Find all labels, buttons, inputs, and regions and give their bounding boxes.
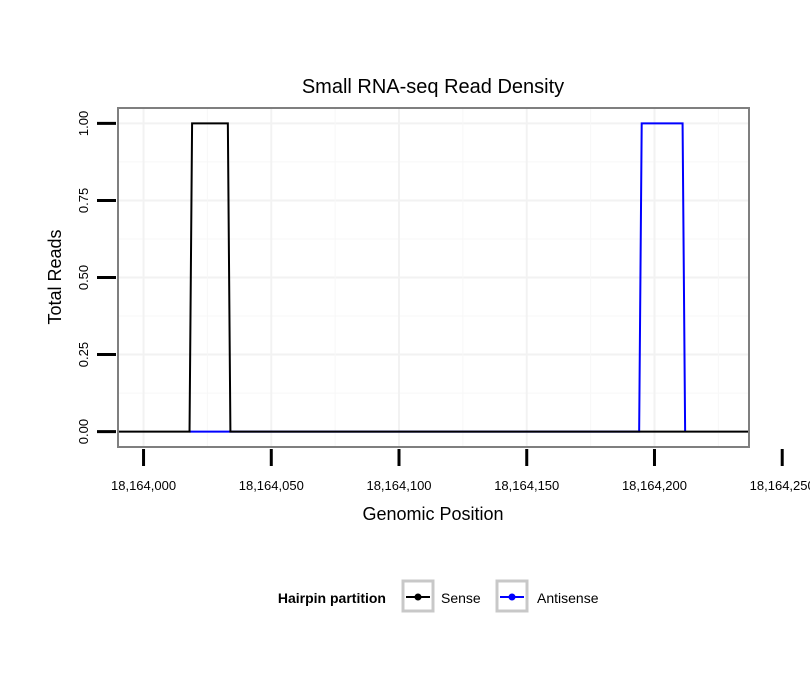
x-tick-label: 18,164,200 [622,478,687,493]
panel-border [117,107,750,448]
series-line-sense [118,122,749,433]
legend-title: Hairpin partition [278,590,386,606]
legend: Hairpin partition Sense Antisense [278,579,599,613]
x-tick-label: 18,164,000 [111,478,176,493]
x-tick-label: 18,164,250 [750,478,810,493]
x-axis: 18,164,000 18,164,050 18,164,100 18,164,150… [111,449,810,493]
y-tick-label: 0.00 [76,419,91,444]
legend-key-antisense-dot [508,593,516,601]
x-tick-label: 18,164,100 [366,478,431,493]
series-lines [118,122,749,433]
legend-key-sense-dot [414,593,422,601]
legend-label-antisense: Antisense [537,590,599,606]
series-line-antisense [189,122,687,433]
y-tick-label: 0.50 [76,265,91,290]
y-tick-label: 1.00 [76,111,91,136]
y-axis: 0.00 0.25 0.50 0.75 1.00 [76,111,116,444]
y-axis-label: Total Reads [45,229,65,324]
chart-title: Small RNA-seq Read Density [302,76,564,98]
x-tick-label: 18,164,150 [494,478,559,493]
y-tick-label: 0.75 [76,188,91,213]
x-axis-label: Genomic Position [362,504,503,524]
legend-label-sense: Sense [441,590,481,606]
x-tick-label: 18,164,050 [239,478,304,493]
y-tick-label: 0.25 [76,342,91,367]
